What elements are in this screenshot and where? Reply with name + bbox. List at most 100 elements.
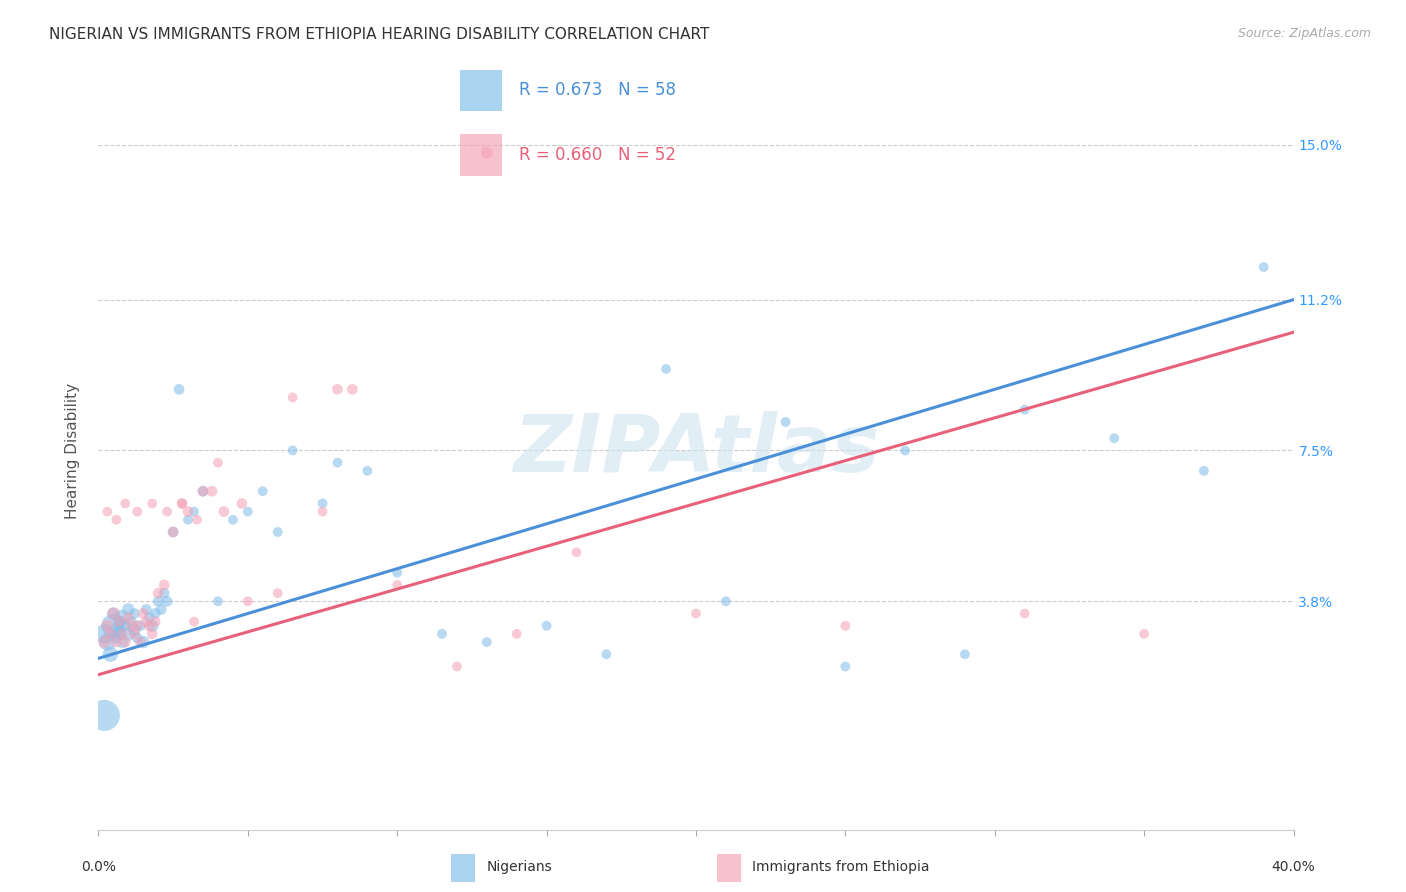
Point	[141, 619, 163, 633]
Point	[1104, 431, 1126, 445]
Point	[475, 635, 498, 649]
Point	[311, 505, 333, 519]
Point	[111, 635, 134, 649]
Point	[430, 627, 453, 641]
Point	[311, 496, 333, 510]
Point	[191, 484, 214, 499]
Point	[129, 635, 152, 649]
Point	[231, 496, 253, 510]
Point	[127, 619, 149, 633]
Point	[105, 513, 128, 527]
Point	[201, 484, 224, 499]
Point	[111, 610, 134, 624]
Point	[446, 659, 468, 673]
Point	[93, 627, 115, 641]
Point	[177, 505, 200, 519]
Point	[141, 627, 163, 641]
Point	[96, 619, 118, 633]
Point	[595, 647, 617, 661]
Point	[132, 607, 155, 621]
Text: R = 0.660   N = 52: R = 0.660 N = 52	[519, 146, 676, 164]
Text: R = 0.673   N = 58: R = 0.673 N = 58	[519, 81, 676, 99]
Text: NIGERIAN VS IMMIGRANTS FROM ETHIOPIA HEARING DISABILITY CORRELATION CHART: NIGERIAN VS IMMIGRANTS FROM ETHIOPIA HEA…	[49, 27, 710, 42]
Point	[132, 635, 155, 649]
Point	[96, 635, 118, 649]
Text: 40.0%: 40.0%	[1271, 860, 1316, 874]
Point	[167, 382, 190, 396]
Point	[153, 586, 176, 600]
FancyBboxPatch shape	[460, 70, 502, 111]
Point	[186, 513, 208, 527]
Point	[135, 615, 157, 629]
Point	[1253, 260, 1275, 274]
Point	[172, 496, 194, 510]
Point	[138, 610, 160, 624]
Point	[536, 619, 558, 633]
Point	[834, 619, 856, 633]
Point	[108, 615, 131, 629]
Point	[114, 619, 136, 633]
Point	[127, 505, 149, 519]
Point	[135, 602, 157, 616]
Point	[894, 443, 917, 458]
Point	[212, 505, 235, 519]
Point	[252, 484, 274, 499]
Point	[111, 627, 134, 641]
Point	[98, 647, 122, 661]
Point	[93, 635, 115, 649]
Point	[565, 545, 588, 559]
Point	[120, 619, 142, 633]
Point	[124, 627, 146, 641]
Point	[148, 586, 170, 600]
Point	[129, 619, 152, 633]
Point	[267, 524, 290, 539]
Point	[103, 607, 125, 621]
Point	[138, 619, 160, 633]
Point	[953, 647, 976, 661]
Point	[183, 505, 205, 519]
Point	[156, 505, 179, 519]
Point	[236, 505, 259, 519]
Point	[150, 602, 173, 616]
Point	[177, 513, 200, 527]
Point	[1192, 464, 1215, 478]
FancyBboxPatch shape	[460, 135, 502, 176]
Point	[148, 594, 170, 608]
Point	[120, 615, 142, 629]
Point	[326, 456, 349, 470]
Point	[655, 362, 678, 376]
Point	[98, 627, 122, 641]
Point	[222, 513, 245, 527]
Point	[124, 623, 146, 637]
Point	[96, 505, 118, 519]
Point	[834, 659, 856, 673]
Point	[281, 391, 304, 405]
Text: Source: ZipAtlas.com: Source: ZipAtlas.com	[1237, 27, 1371, 40]
Text: 0.0%: 0.0%	[82, 860, 115, 874]
Point	[153, 578, 176, 592]
Point	[114, 496, 136, 510]
Point	[124, 607, 146, 621]
Point	[506, 627, 529, 641]
Point	[162, 524, 184, 539]
FancyBboxPatch shape	[451, 855, 475, 881]
Point	[191, 484, 214, 499]
Point	[117, 627, 139, 641]
Point	[103, 607, 125, 621]
Point	[127, 631, 149, 645]
Point	[326, 382, 349, 396]
Point	[93, 708, 115, 723]
Point	[281, 443, 304, 458]
Point	[207, 594, 229, 608]
Point	[685, 607, 707, 621]
Text: Nigerians: Nigerians	[486, 861, 553, 874]
Point	[1133, 627, 1156, 641]
FancyBboxPatch shape	[717, 855, 741, 881]
Point	[156, 594, 179, 608]
Point	[775, 415, 797, 429]
Point	[172, 496, 194, 510]
Point	[342, 382, 364, 396]
Text: Immigrants from Ethiopia: Immigrants from Ethiopia	[752, 861, 929, 874]
Y-axis label: Hearing Disability: Hearing Disability	[65, 383, 80, 518]
Point	[117, 610, 139, 624]
